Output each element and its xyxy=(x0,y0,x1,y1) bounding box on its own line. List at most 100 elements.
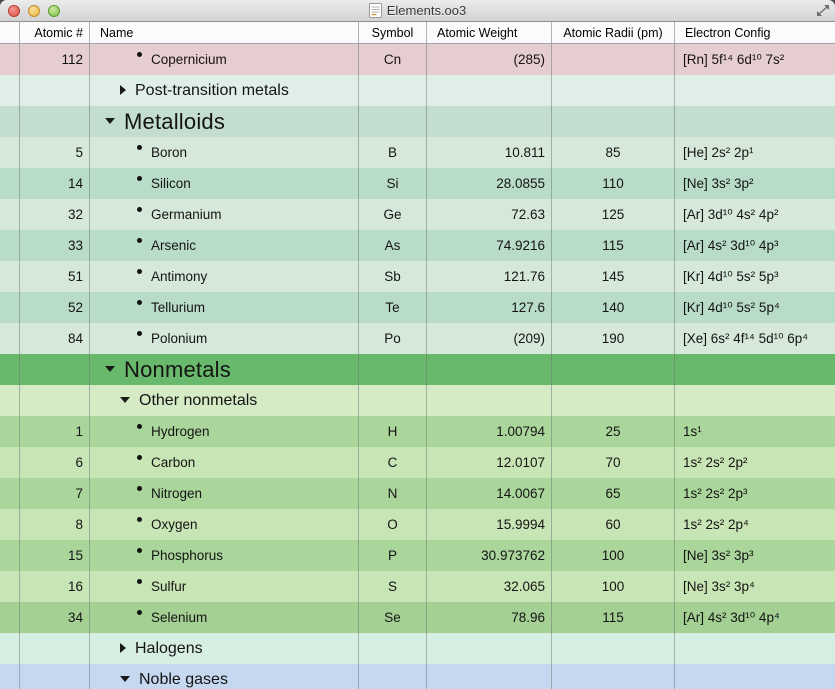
name-cell[interactable]: Copernicium xyxy=(90,44,359,75)
atomic-weight-cell[interactable] xyxy=(427,75,552,106)
symbol-cell[interactable] xyxy=(359,664,427,689)
item-bullet-handle-icon[interactable] xyxy=(137,455,142,460)
column-header-name[interactable]: Name xyxy=(90,22,359,43)
name-cell[interactable]: Selenium xyxy=(90,602,359,633)
symbol-cell[interactable]: S xyxy=(359,571,427,602)
electron-config-cell[interactable]: [Kr] 4d¹⁰ 5s² 5p⁴ xyxy=(683,299,780,315)
atomic-number-cell[interactable]: 51 xyxy=(20,261,90,292)
column-header-weight[interactable]: Atomic Weight xyxy=(427,22,552,43)
element-row-selenium[interactable]: 34 Selenium Se 78.96 115 [Ar] 4s² 3d¹⁰ 4p⁴ xyxy=(0,602,835,633)
electron-config-cell[interactable]: [Xe] 6s² 4f¹⁴ 5d¹⁰ 6p⁴ xyxy=(683,330,809,346)
atomic-weight-cell[interactable]: 121.76 xyxy=(427,261,552,292)
name-cell[interactable]: Carbon xyxy=(90,447,359,478)
disclosure-triangle-expanded-icon[interactable] xyxy=(105,117,115,124)
item-bullet-handle-icon[interactable] xyxy=(137,610,142,615)
symbol-cell[interactable] xyxy=(359,75,427,106)
disclosure-triangle-expanded-icon[interactable] xyxy=(120,396,130,403)
element-row-sulfur[interactable]: 16 Sulfur S 32.065 100 [Ne] 3s² 3p⁴ xyxy=(0,571,835,602)
atomic-weight-cell[interactable]: 14.0067 xyxy=(427,478,552,509)
name-cell[interactable]: Noble gases xyxy=(90,664,359,689)
atomic-number-cell[interactable]: 33 xyxy=(20,230,90,261)
electron-config-cell[interactable]: 1s² 2s² 2p² xyxy=(683,455,748,470)
document-icon[interactable] xyxy=(368,3,382,18)
atomic-number-cell[interactable] xyxy=(20,75,90,106)
atomic-number-cell[interactable]: 5 xyxy=(20,137,90,168)
symbol-cell[interactable]: C xyxy=(359,447,427,478)
close-button[interactable] xyxy=(8,4,20,17)
name-cell[interactable]: Metalloids xyxy=(90,106,359,137)
name-cell[interactable]: Tellurium xyxy=(90,292,359,323)
atomic-number-cell[interactable] xyxy=(20,354,90,385)
electron-config-cell[interactable] xyxy=(675,354,835,385)
section-row-post-transition-metals[interactable]: Post-transition metals xyxy=(0,75,835,106)
symbol-cell[interactable]: P xyxy=(359,540,427,571)
atomic-weight-cell[interactable] xyxy=(427,106,552,137)
element-row-antimony[interactable]: 51 Antimony Sb 121.76 145 [Kr] 4d¹⁰ 5s² 5p³ xyxy=(0,261,835,292)
item-bullet-handle-icon[interactable] xyxy=(137,579,142,584)
atomic-radius-cell[interactable]: 100 xyxy=(552,571,675,602)
electron-config-cell[interactable]: [Ne] 3s² 3p² xyxy=(683,176,754,191)
electron-config-cell[interactable] xyxy=(675,633,835,664)
symbol-cell[interactable]: Se xyxy=(359,602,427,633)
name-cell[interactable]: Other nonmetals xyxy=(90,385,359,416)
symbol-cell[interactable]: H xyxy=(359,416,427,447)
atomic-number-cell[interactable]: 7 xyxy=(20,478,90,509)
electron-config-cell[interactable]: [Kr] 4d¹⁰ 5s² 5p³ xyxy=(683,268,779,284)
atomic-number-cell[interactable]: 52 xyxy=(20,292,90,323)
atomic-number-cell[interactable] xyxy=(20,106,90,137)
atomic-weight-cell[interactable]: 1.00794 xyxy=(427,416,552,447)
name-cell[interactable]: Nitrogen xyxy=(90,478,359,509)
electron-config-cell[interactable]: [He] 2s² 2p¹ xyxy=(683,145,754,160)
electron-config-cell[interactable]: [Ne] 3s² 3p³ xyxy=(683,548,754,563)
atomic-number-cell[interactable]: 16 xyxy=(20,571,90,602)
column-header-atomic[interactable]: Atomic # xyxy=(20,22,90,43)
item-bullet-handle-icon[interactable] xyxy=(137,486,142,491)
item-bullet-handle-icon[interactable] xyxy=(137,176,142,181)
column-header-gutter[interactable] xyxy=(0,22,20,43)
atomic-number-cell[interactable] xyxy=(20,664,90,689)
symbol-cell[interactable]: O xyxy=(359,509,427,540)
atomic-weight-cell[interactable] xyxy=(427,633,552,664)
name-cell[interactable]: Post-transition metals xyxy=(90,75,359,106)
symbol-cell[interactable] xyxy=(359,106,427,137)
section-row-metalloids[interactable]: Metalloids xyxy=(0,106,835,137)
atomic-weight-cell[interactable]: 30.973762 xyxy=(427,540,552,571)
item-bullet-handle-icon[interactable] xyxy=(137,300,142,305)
atomic-number-cell[interactable]: 1 xyxy=(20,416,90,447)
atomic-radius-cell[interactable]: 115 xyxy=(552,602,675,633)
name-cell[interactable]: Hydrogen xyxy=(90,416,359,447)
name-cell[interactable]: Silicon xyxy=(90,168,359,199)
column-header-symbol[interactable]: Symbol xyxy=(359,22,427,43)
atomic-number-cell[interactable] xyxy=(20,633,90,664)
atomic-weight-cell[interactable] xyxy=(427,385,552,416)
atomic-number-cell[interactable]: 14 xyxy=(20,168,90,199)
name-cell[interactable]: Nonmetals xyxy=(90,354,359,385)
atomic-radius-cell[interactable]: 115 xyxy=(552,230,675,261)
element-row-silicon[interactable]: 14 Silicon Si 28.0855 110 [Ne] 3s² 3p² xyxy=(0,168,835,199)
symbol-cell[interactable] xyxy=(359,385,427,416)
item-bullet-handle-icon[interactable] xyxy=(137,548,142,553)
element-row-carbon[interactable]: 6 Carbon C 12.0107 70 1s² 2s² 2p² xyxy=(0,447,835,478)
atomic-weight-cell[interactable]: 72.63 xyxy=(427,199,552,230)
element-row-arsenic[interactable]: 33 Arsenic As 74.9216 115 [Ar] 4s² 3d¹⁰ 4p³ xyxy=(0,230,835,261)
atomic-weight-cell[interactable]: 74.9216 xyxy=(427,230,552,261)
disclosure-triangle-expanded-icon[interactable] xyxy=(105,365,115,372)
section-row-other-nonmetals[interactable]: Other nonmetals xyxy=(0,385,835,416)
column-header-config[interactable]: Electron Config xyxy=(685,25,771,40)
element-row-phosphorus[interactable]: 15 Phosphorus P 30.973762 100 [Ne] 3s² 3p³ xyxy=(0,540,835,571)
atomic-radius-cell[interactable]: 190 xyxy=(552,323,675,354)
symbol-cell[interactable]: As xyxy=(359,230,427,261)
atomic-weight-cell[interactable]: 127.6 xyxy=(427,292,552,323)
name-cell[interactable]: Polonium xyxy=(90,323,359,354)
symbol-cell[interactable]: N xyxy=(359,478,427,509)
symbol-cell[interactable]: Te xyxy=(359,292,427,323)
minimize-button[interactable] xyxy=(28,4,40,17)
name-cell[interactable]: Phosphorus xyxy=(90,540,359,571)
symbol-cell[interactable] xyxy=(359,354,427,385)
element-row-copernicium[interactable]: 112 Copernicium Cn (285) [Rn] 5f¹⁴ 6d¹⁰ 7s² xyxy=(0,44,835,75)
item-bullet-handle-icon[interactable] xyxy=(137,269,142,274)
disclosure-triangle-expanded-icon[interactable] xyxy=(120,675,130,682)
electron-config-cell[interactable]: [Ar] 3d¹⁰ 4s² 4p² xyxy=(683,206,779,222)
atomic-radius-cell[interactable]: 145 xyxy=(552,261,675,292)
name-cell[interactable]: Halogens xyxy=(90,633,359,664)
